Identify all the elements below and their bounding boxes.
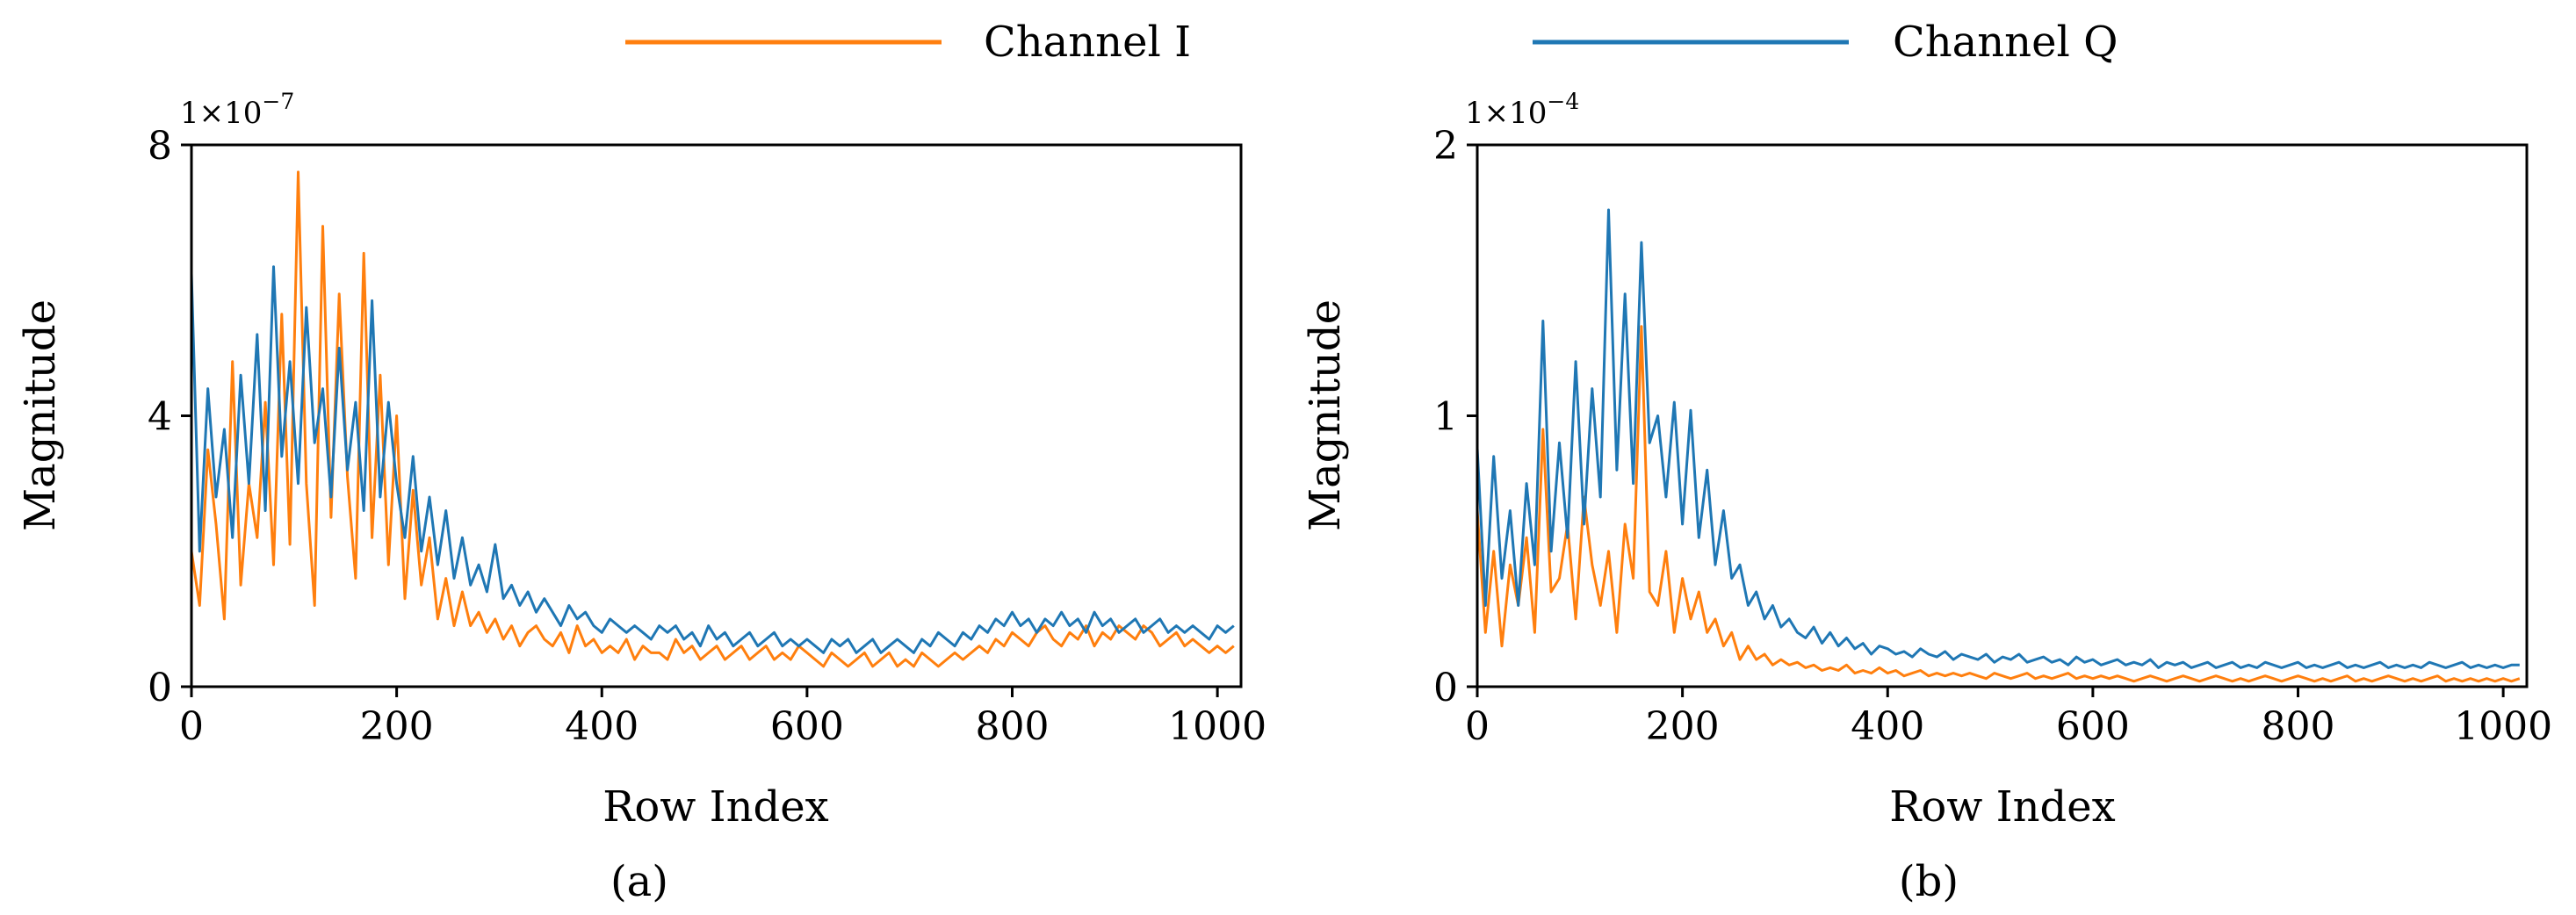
series-line-channel-q (1476, 208, 2520, 669)
chart-panel-b: 0 200 400 600 800 1000 0 1 2 1×10−4 Row Index M… (1301, 89, 2552, 906)
exponent-power-a: −7 (262, 89, 294, 114)
panel-label-b: (b) (1899, 857, 1959, 906)
exponent-power-b: −4 (1547, 89, 1579, 114)
y-axis-ticks-a: 0 4 8 (148, 124, 191, 710)
legend-label-channel-i: Channel I (984, 18, 1191, 67)
x-axis-label-a: Row Index (603, 782, 828, 832)
x-tick-label: 400 (1851, 704, 1924, 749)
x-tick-label: 200 (360, 704, 434, 749)
series-line-channel-i (1476, 325, 2521, 683)
axes-frame-a (190, 143, 1243, 688)
legend: Channel I Channel Q (625, 18, 2118, 67)
panel-label-a: (a) (610, 857, 668, 906)
x-tick-label: 200 (1646, 704, 1720, 749)
x-tick-label: 600 (2056, 704, 2130, 749)
y-tick-label: 8 (148, 124, 172, 169)
series-line-channel-i (190, 170, 1235, 668)
y-tick-label: 4 (148, 395, 172, 440)
y-tick-label: 1 (1433, 395, 1458, 440)
x-tick-label: 0 (179, 704, 204, 749)
x-tick-label: 0 (1465, 704, 1490, 749)
x-axis-ticks-a: 0 200 400 600 800 1000 (179, 687, 1266, 749)
y-axis-label-b: Magnitude (1301, 299, 1350, 531)
exponent-label-a: 1×10−7 (180, 89, 294, 131)
exponent-label-b: 1×10−4 (1465, 89, 1579, 131)
x-tick-label: 800 (2262, 704, 2335, 749)
chart-panel-a: 0 200 400 600 800 1000 0 4 8 1×10−7 Row Index M… (16, 89, 1266, 906)
exponent-base-a: 1×10 (180, 96, 262, 131)
legend-label-channel-q: Channel Q (1893, 18, 2118, 67)
plot-area-b (1476, 208, 2521, 683)
y-axis-ticks-b: 0 1 2 (1433, 124, 1477, 710)
x-tick-label: 800 (976, 704, 1050, 749)
plot-area-a (190, 170, 1235, 668)
x-tick-label: 1000 (2454, 704, 2552, 749)
y-axis-label-a: Magnitude (16, 299, 65, 531)
y-tick-label: 0 (1433, 666, 1458, 710)
x-tick-label: 400 (565, 704, 639, 749)
x-tick-label: 600 (770, 704, 844, 749)
x-tick-label: 1000 (1168, 704, 1266, 749)
x-axis-label-b: Row Index (1889, 782, 2115, 832)
exponent-base-b: 1×10 (1465, 96, 1547, 131)
x-axis-ticks-b: 0 200 400 600 800 1000 (1465, 687, 2552, 749)
series-line-channel-q (190, 265, 1235, 654)
y-tick-label: 2 (1433, 124, 1458, 169)
y-tick-label: 0 (148, 666, 172, 710)
